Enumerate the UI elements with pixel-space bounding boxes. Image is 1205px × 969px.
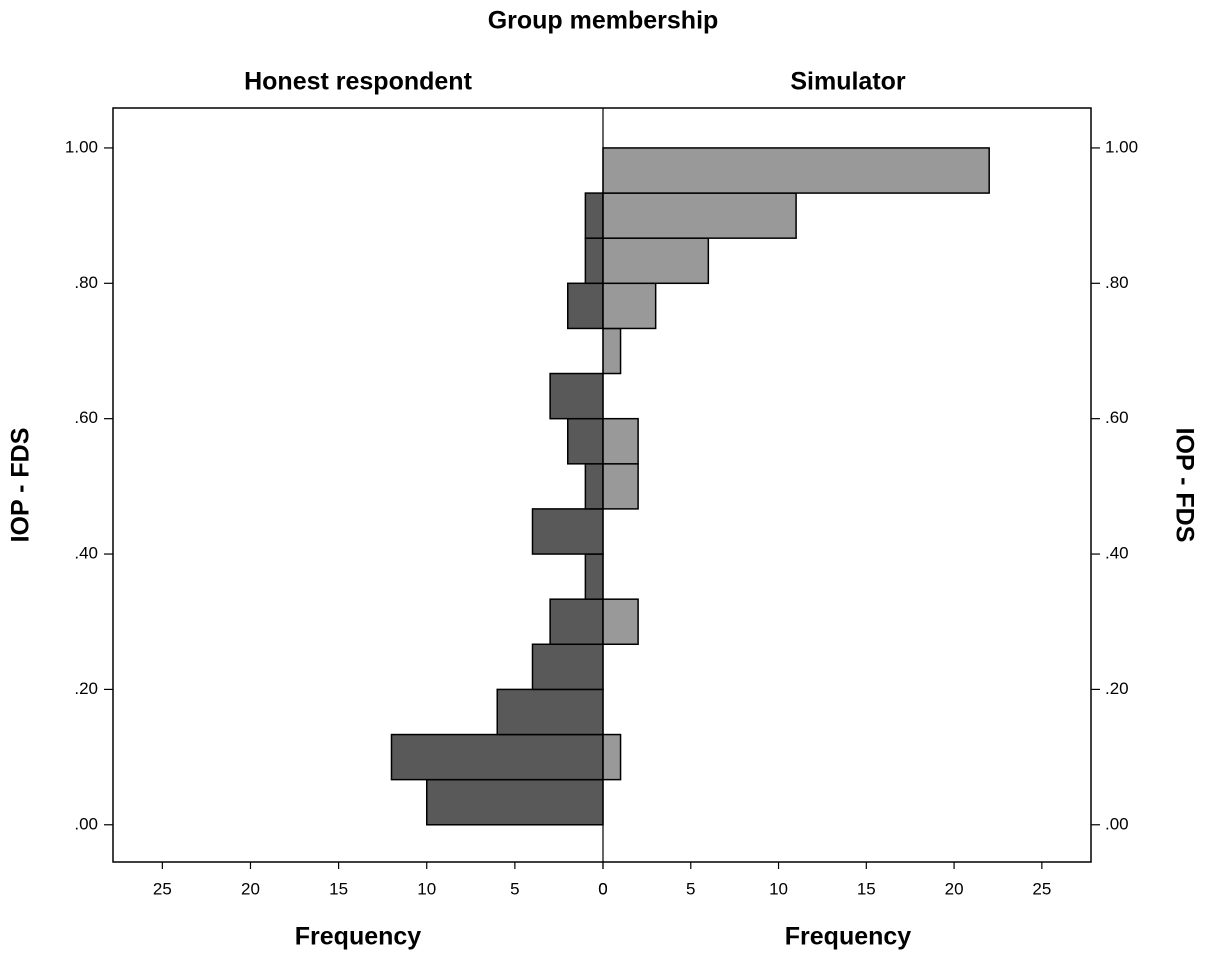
bar	[602, 417, 639, 465]
bar	[602, 282, 657, 330]
bar	[584, 192, 604, 239]
y-tick-label: .60	[1105, 408, 1129, 427]
y-tick-label: .80	[1105, 273, 1129, 292]
bar	[584, 237, 604, 285]
bar	[549, 598, 604, 646]
y-tick-label: .20	[1105, 679, 1129, 698]
bar	[602, 463, 639, 510]
x-tick-label: 15	[857, 879, 876, 898]
y-tick-label: .80	[74, 273, 98, 292]
x-tick-label: 5	[686, 879, 695, 898]
x-axis-label: Frequency	[295, 923, 422, 951]
bar	[602, 192, 797, 239]
y-tick-label: 1.00	[1105, 137, 1138, 156]
x-axis-label: Frequency	[785, 923, 912, 951]
chart-title: Group membership	[488, 7, 719, 35]
x-tick-label: 5	[510, 879, 519, 898]
plot-frame	[112, 107, 1092, 863]
x-tick-label: 20	[945, 879, 964, 898]
bar	[390, 733, 604, 781]
bar	[566, 282, 604, 330]
y-tick-label: 1.00	[65, 137, 98, 156]
panel-title: Simulator	[790, 68, 906, 96]
x-tick-label: 15	[329, 879, 348, 898]
y-tick-label: .00	[1105, 814, 1129, 833]
bar	[602, 327, 622, 375]
x-tick-label: 0	[598, 879, 607, 898]
bar	[602, 733, 622, 781]
bar	[602, 237, 710, 285]
panel-title: Honest respondent	[244, 68, 472, 96]
y-tick-label: .40	[74, 544, 98, 563]
y-axis-label: IOP - FDS	[7, 428, 35, 543]
x-tick-label: 20	[241, 879, 260, 898]
bar	[531, 643, 604, 691]
bar	[496, 688, 604, 736]
x-tick-label: 10	[417, 879, 436, 898]
x-tick-label: 25	[1032, 879, 1051, 898]
bar	[602, 147, 990, 194]
y-tick-label: .40	[1105, 544, 1129, 563]
y-tick-label: .20	[74, 679, 98, 698]
bar	[549, 372, 604, 420]
x-tick-label: 10	[769, 879, 788, 898]
bar	[584, 463, 604, 510]
y-tick-label: .00	[74, 814, 98, 833]
bar	[531, 508, 604, 555]
x-tick-label: 25	[153, 879, 172, 898]
x-tick-label: 0	[598, 879, 607, 898]
bar	[425, 778, 604, 826]
bar	[584, 553, 604, 600]
bar	[602, 598, 639, 646]
y-axis-label: IOP - FDS	[1170, 428, 1198, 543]
y-tick-label: .60	[74, 408, 98, 427]
bar	[566, 417, 604, 465]
